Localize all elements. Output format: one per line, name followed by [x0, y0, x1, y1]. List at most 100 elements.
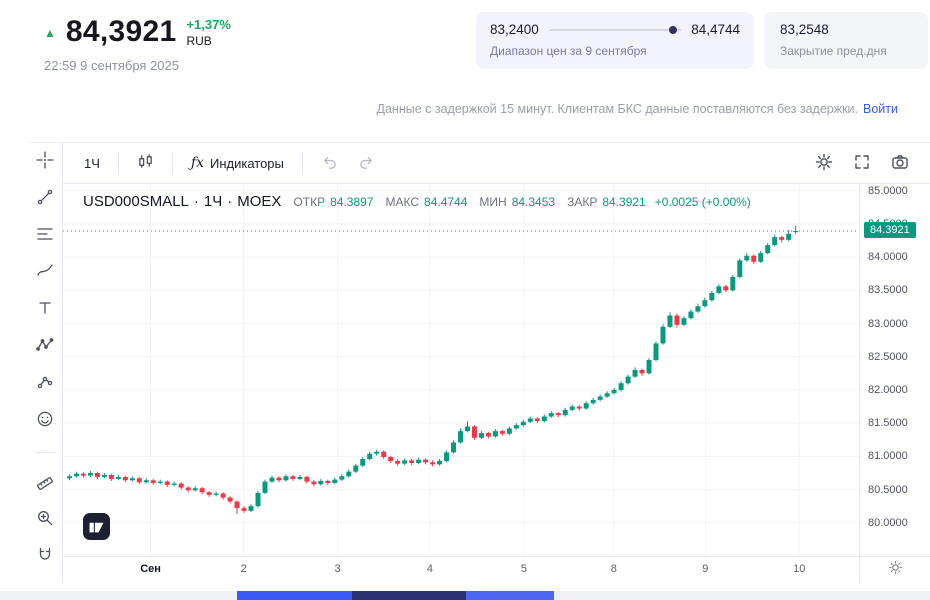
price-axis-label: 85.0000	[868, 184, 908, 197]
pencil-icon	[36, 583, 54, 584]
low-label: МИН	[479, 195, 507, 209]
brush-tool-button[interactable]	[31, 259, 59, 287]
snapshot-button[interactable]	[882, 148, 918, 179]
indicators-button[interactable]: ƒx Индикаторы	[182, 150, 293, 176]
legend-change: +0.0025 (+0.00%)	[654, 195, 751, 209]
time-axis-label: Сен	[140, 563, 161, 575]
legend-symbol[interactable]: USD000SMALL	[83, 193, 189, 210]
price-axis[interactable]: 85.000084.500084.000083.500083.000082.50…	[859, 184, 930, 556]
camera-icon	[891, 153, 909, 174]
price-axis-label: 80.0000	[868, 516, 908, 529]
delay-notice: Данные с задержкой 15 минут. Клиентам БК…	[377, 102, 898, 116]
legend-separator: ·	[193, 193, 199, 210]
undo-button[interactable]	[312, 148, 347, 178]
undo-icon	[321, 153, 338, 173]
time-axis[interactable]: Сен 2 3 4 5 8 9 10	[63, 557, 859, 583]
chart-frame: 1Ч ƒx Индикаторы	[28, 142, 930, 583]
toolbar-separator	[117, 152, 119, 174]
toolbar-separator	[301, 152, 303, 174]
settings-button[interactable]	[806, 148, 842, 179]
range-slider-dot	[669, 25, 678, 34]
emoji-tool-button[interactable]	[31, 407, 59, 435]
trend-line-tool-button[interactable]	[31, 185, 59, 213]
range-slider-track	[548, 25, 682, 34]
fullscreen-icon	[853, 153, 871, 174]
range-caption: Диапазон цен за 9 сентября	[490, 44, 647, 58]
crosshair-tool-button[interactable]	[31, 148, 59, 176]
fib-retracement-tool-button[interactable]	[31, 222, 59, 250]
chart-body: USD000SMALL · 1Ч · MOEX ОТКР 84.3897 МАК…	[63, 184, 930, 556]
delay-notice-text: Данные с задержкой 15 минут. Клиентам БК…	[376, 102, 859, 116]
low-value: 84.3453	[511, 195, 556, 209]
emoji-icon	[36, 410, 54, 433]
redo-button[interactable]	[349, 148, 384, 178]
legend-exchange: MOEX	[237, 193, 282, 210]
fib-retracement-icon	[36, 225, 54, 248]
candlestick-style-icon	[137, 153, 154, 173]
close-label: ЗАКР	[567, 195, 598, 209]
time-axis-row: Сен 2 3 4 5 8 9 10	[63, 556, 930, 583]
drawing-tools-sidebar	[28, 143, 63, 583]
draw-tool-button[interactable]	[31, 580, 59, 583]
zoom-tool-button[interactable]	[31, 506, 59, 534]
redo-icon	[358, 153, 375, 173]
time-axis-label: 10	[793, 563, 806, 575]
price-axis-label: 81.0000	[868, 450, 908, 463]
fullscreen-button[interactable]	[844, 148, 880, 179]
up-arrow-icon: ▲	[44, 26, 56, 40]
currency-label: RUB	[186, 34, 212, 48]
interval-button[interactable]: 1Ч	[75, 151, 109, 176]
candlestick-plot[interactable]: USD000SMALL · 1Ч · MOEX ОТКР 84.3897 МАК…	[63, 184, 859, 556]
magnet-tool-button[interactable]	[31, 543, 59, 571]
zoom-in-icon	[36, 509, 54, 532]
axis-settings-corner[interactable]	[859, 557, 930, 583]
toolbar-separator	[171, 152, 173, 174]
candles-svg	[63, 184, 859, 556]
text-tool-button[interactable]	[31, 296, 59, 324]
crosshair-icon	[36, 150, 54, 174]
ruler-tool-button[interactable]	[31, 469, 59, 497]
price-axis-label: 82.5000	[868, 350, 908, 363]
login-link[interactable]: Войти	[863, 102, 898, 116]
trend-line-icon	[36, 188, 54, 211]
settings-icon	[815, 153, 833, 174]
quote-block: ▲ 84,3921 +1,37% RUB 22:59 9 сентября 20…	[44, 16, 231, 73]
price-axis-label: 82.0000	[868, 383, 908, 396]
high-value: 84.4744	[424, 195, 468, 209]
day-range-widget: 83,2400 84,4744 Диапазон цен за 9 сентяб…	[476, 12, 754, 69]
prev-close-caption: Закрытие пред.дня	[780, 44, 887, 58]
ruler-icon	[36, 472, 54, 495]
current-price: 84,3921	[65, 15, 177, 48]
text-icon	[36, 299, 54, 322]
price-axis-label: 83.0000	[868, 317, 908, 330]
time-axis-label: 3	[334, 563, 341, 575]
interval-label: 1Ч	[84, 155, 100, 171]
legend-interval: 1Ч	[203, 193, 223, 210]
price-change-percent: +1,37%	[186, 17, 231, 32]
forecast-icon	[36, 373, 54, 396]
xabcd-pattern-icon	[36, 336, 54, 359]
price-axis-label: 81.5000	[868, 417, 908, 430]
range-high-value: 84,4744	[691, 22, 740, 37]
chart-style-button[interactable]	[128, 148, 163, 178]
time-axis-label: 2	[240, 563, 247, 575]
forecast-tool-button[interactable]	[31, 370, 59, 398]
chart-toolbar: 1Ч ƒx Индикаторы	[63, 143, 930, 184]
range-low-value: 83,2400	[490, 22, 539, 37]
time-axis-label: 8	[610, 563, 617, 575]
bottom-strip-segment	[237, 591, 352, 600]
brush-icon	[36, 262, 54, 285]
current-price-badge: 84.3921	[864, 222, 916, 239]
axis-gear-icon	[888, 560, 903, 580]
close-value: 84.3921	[602, 195, 646, 209]
time-axis-label: 9	[702, 563, 709, 575]
open-value: 84.3897	[330, 195, 374, 209]
indicators-label: Индикаторы	[209, 155, 284, 171]
pattern-tool-button[interactable]	[31, 333, 59, 361]
magnet-icon	[36, 546, 54, 569]
tradingview-logo[interactable]	[83, 513, 110, 540]
time-axis-label: 5	[520, 563, 527, 575]
fx-icon: ƒx	[190, 155, 204, 171]
open-label: ОТКР	[293, 195, 326, 209]
